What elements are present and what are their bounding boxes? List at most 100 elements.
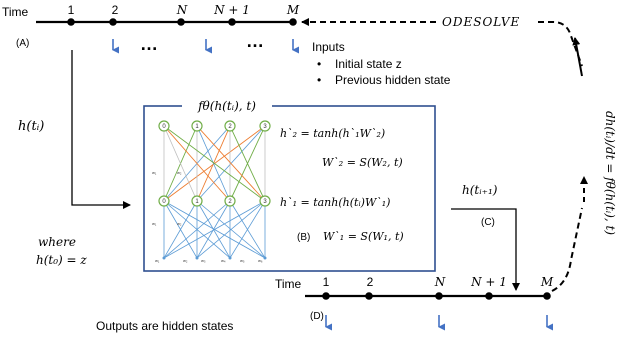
- inputs-item-1: Initial state z: [335, 57, 402, 71]
- nn-weight-label: w₁: [152, 221, 157, 226]
- nn-input-point: [228, 256, 232, 260]
- nn-edges-top: [163, 125, 266, 202]
- nn-node: [191, 120, 203, 132]
- top-tick-1: 1: [68, 3, 75, 17]
- nn-weight-label: w₂: [177, 221, 182, 226]
- bottom-tick-2: 2: [367, 275, 374, 289]
- network-equations: h`₂ = tanh(h`₁W`₂) W`₂ = S(W₂, t) h`₁ = …: [280, 127, 404, 243]
- nn-node-label: 1: [195, 124, 199, 130]
- top-time-label: Time: [2, 5, 29, 19]
- nn-edge: [196, 200, 231, 259]
- nn-node-label: 1: [195, 199, 199, 205]
- nn-edge: [229, 125, 266, 202]
- top-timeline-ticks: 1 2 N N + 1 M: [68, 3, 300, 17]
- nn-input-point: [162, 256, 166, 260]
- top-ellipsis-1: …: [140, 34, 158, 54]
- top-blue-arrows: [112, 39, 299, 54]
- nn-weight-label: w₃: [201, 258, 206, 263]
- nn-weight-label: w₆: [258, 258, 263, 263]
- bottom-point-2: [365, 292, 373, 300]
- nn-edge: [229, 200, 266, 259]
- inputs-title: Inputs: [312, 40, 345, 54]
- bottom-timeline-points: [322, 292, 551, 300]
- h-ti1-connector: [451, 208, 520, 291]
- h-ti1-label: h(tᵢ₊₁): [462, 183, 498, 197]
- top-point-1: [67, 18, 75, 26]
- nn-edge: [163, 200, 198, 259]
- eq-h1: h`₁ = tanh(h(tᵢ)W`₁): [280, 196, 390, 209]
- nn-node-label: 0: [162, 124, 166, 130]
- top-tick-n: N: [176, 3, 188, 17]
- nn-nodes-bottom: [162, 256, 267, 260]
- eq-w2: W`₂ = S(W₂, t): [322, 156, 403, 169]
- nn-node: [158, 195, 170, 207]
- inputs-list: • Initial state z • Previous hidden stat…: [317, 57, 451, 87]
- nn-node-label: 0: [162, 199, 166, 205]
- eq-h2: h`₂ = tanh(h`₁W`₂): [280, 127, 385, 140]
- bottom-point-n: [435, 292, 443, 300]
- top-tick-m: M: [286, 3, 300, 17]
- top-point-2: [109, 18, 117, 26]
- nn-edge: [163, 125, 198, 202]
- nn-weight-label: w₁: [155, 258, 160, 263]
- bottom-blue-arrows: [325, 315, 553, 331]
- nn-node: [259, 120, 271, 132]
- h-ti-connector: [71, 50, 131, 209]
- odesolve-label: ODESOLVE: [442, 15, 520, 29]
- nn-edge: [163, 200, 266, 259]
- nn-weight-label: w₅: [240, 258, 245, 263]
- bottom-tick-1: 1: [323, 275, 330, 289]
- nn-node: [224, 120, 236, 132]
- ode-return-dashed-arc: [551, 207, 583, 292]
- network-title-bg: [182, 98, 272, 114]
- where-line1: where: [38, 235, 76, 249]
- nn-edges-bottom: [163, 200, 266, 259]
- nn-edge: [196, 125, 231, 202]
- bottom-point-m: [543, 292, 551, 300]
- nn-node: [224, 195, 236, 207]
- nn-input-point: [263, 256, 267, 260]
- nn-nodes-top: 0 1 2 3: [158, 120, 271, 132]
- nn-edge: [163, 125, 266, 202]
- bottom-tick-n1: N + 1: [470, 275, 507, 289]
- tag-d: (D): [310, 311, 324, 322]
- nn-node-label: 2: [228, 124, 232, 130]
- top-tick-n1: N + 1: [213, 3, 250, 17]
- nn-weight-label: w₂: [177, 170, 182, 175]
- inputs-bullet-1: •: [317, 57, 321, 71]
- nn-weight-label: w₄: [221, 258, 226, 263]
- tag-c: (C): [481, 217, 495, 228]
- top-timeline-points: [67, 18, 297, 26]
- neural-network: 0 1 2 3 0 1 2 3 w₁ w₂ w₁ w₂ w₁ w₂: [152, 120, 271, 263]
- bottom-point-n1: [485, 292, 493, 300]
- nn-input-point: [195, 256, 199, 260]
- nn-node: [158, 120, 170, 132]
- nn-node-label: 3: [263, 124, 267, 130]
- bottom-tick-m: M: [540, 275, 554, 289]
- nn-node: [259, 195, 271, 207]
- tag-b: (B): [297, 232, 310, 243]
- top-point-m: [289, 18, 297, 26]
- top-point-n: [177, 18, 185, 26]
- where-line2: h(t₀) = z: [36, 253, 87, 267]
- ode-upper-arrowhead: [572, 37, 583, 77]
- nn-edge: [196, 200, 266, 259]
- inputs-bullet-2: •: [317, 73, 321, 87]
- top-tick-2: 2: [112, 3, 119, 17]
- outputs-label: Outputs are hidden states: [96, 319, 233, 333]
- bottom-time-label: Time: [275, 277, 302, 291]
- inputs-item-2: Previous hidden state: [335, 73, 451, 87]
- eq-w1: W`₁ = S(W₁, t): [323, 230, 404, 243]
- nn-weight-labels: w₁ w₂ w₁ w₂ w₁ w₂ w₃ w₄ w₅ w₆: [152, 170, 263, 263]
- top-point-n1: [228, 18, 236, 26]
- h-ti-label: h(tᵢ): [18, 119, 44, 134]
- network-box: [143, 105, 436, 272]
- tag-a: (A): [16, 38, 29, 49]
- nn-node: [191, 195, 203, 207]
- nn-nodes-mid: 0 1 2 3: [158, 195, 271, 207]
- top-ellipsis-2: …: [246, 31, 264, 51]
- bottom-tick-n: N: [434, 275, 446, 289]
- odesolve-dashed-arc: [538, 21, 583, 67]
- nn-weight-label: w₂: [183, 258, 188, 263]
